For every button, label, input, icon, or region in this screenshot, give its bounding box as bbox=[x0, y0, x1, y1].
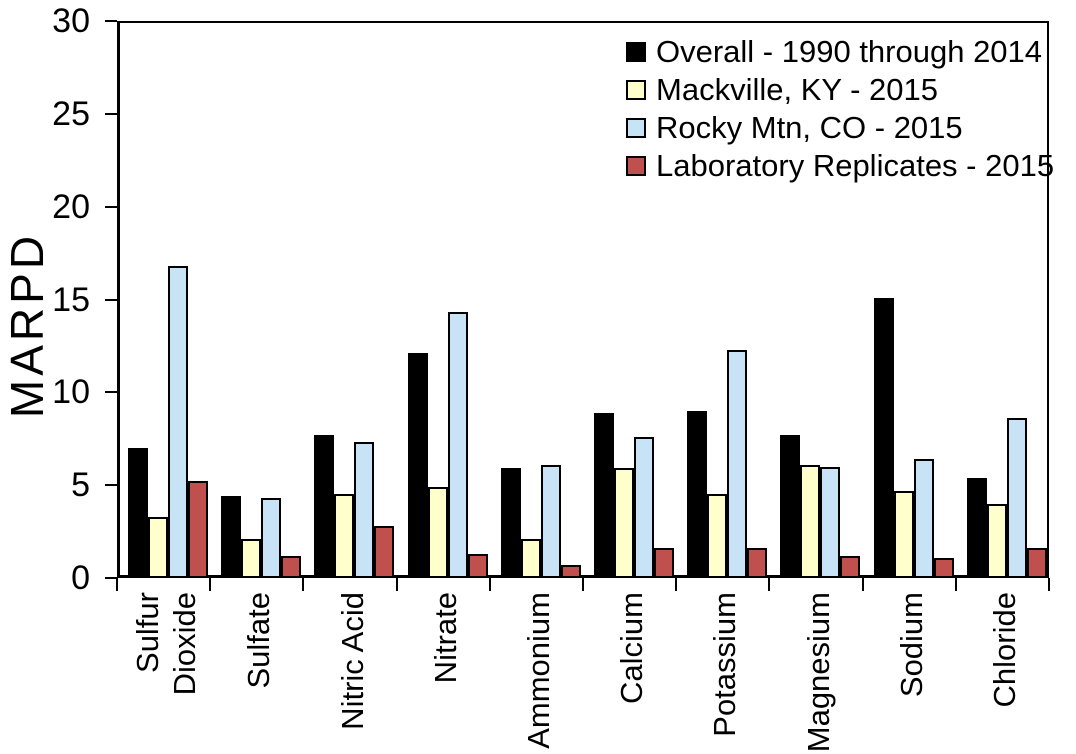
x-tick-mark-6 bbox=[675, 578, 678, 591]
x-tick-mark-1 bbox=[209, 578, 212, 591]
bar-mackville-ky-2015-sulfate bbox=[241, 539, 262, 578]
bar-rocky-mtn-co-2015-chloride bbox=[1006, 418, 1027, 578]
legend-item-mackville-ky-2015: Mackville, KY - 2015 bbox=[626, 71, 1054, 109]
x-tick-mark-10 bbox=[1048, 578, 1050, 591]
x-tick-mark-0 bbox=[116, 578, 118, 591]
bar-overall-1990-through-2014-sodium bbox=[873, 297, 894, 578]
y-tick-mark-25 bbox=[105, 112, 117, 115]
bar-laboratory-replicates-2015-calcium bbox=[654, 548, 674, 578]
legend-label-rocky-mtn-co-2015: Rocky Mtn, CO - 2015 bbox=[656, 110, 963, 145]
legend-swatch-mackville-ky-2015 bbox=[626, 80, 646, 100]
legend-label-overall-1990-through-2014: Overall - 1990 through 2014 bbox=[656, 34, 1043, 69]
bar-laboratory-replicates-2015-chloride bbox=[1026, 548, 1047, 578]
category-label-nitrate: Nitrate bbox=[427, 592, 463, 684]
legend-item-overall-1990-through-2014: Overall - 1990 through 2014 bbox=[626, 33, 1054, 71]
y-tick-mark-15 bbox=[105, 298, 117, 301]
category-label-ammonium: Ammonium bbox=[520, 592, 556, 749]
bar-mackville-ky-2015-ammonium bbox=[520, 539, 541, 578]
y-tick-label-5: 5 bbox=[71, 466, 90, 505]
x-tick-mark-9 bbox=[954, 578, 957, 591]
x-tick-mark-3 bbox=[395, 578, 398, 591]
bar-mackville-ky-2015-nitric-acid bbox=[334, 494, 355, 578]
bar-laboratory-replicates-2015-sulfate bbox=[281, 555, 302, 578]
bar-mackville-ky-2015-nitrate bbox=[427, 487, 448, 578]
y-tick-label-30: 30 bbox=[52, 2, 90, 40]
bar-overall-1990-through-2014-sulfate bbox=[221, 496, 242, 578]
category-label-sulfur-dioxide: Sulfur Dioxide bbox=[129, 592, 202, 696]
legend: Overall - 1990 through 2014 Mackville, KY… bbox=[626, 33, 1054, 185]
bar-overall-1990-through-2014-ammonium bbox=[500, 468, 521, 578]
y-tick-mark-5 bbox=[105, 484, 117, 487]
bar-mackville-ky-2015-chloride bbox=[986, 503, 1007, 578]
bar-mackville-ky-2015-sodium bbox=[893, 490, 914, 578]
bar-rocky-mtn-co-2015-ammonium bbox=[540, 464, 561, 578]
bar-overall-1990-through-2014-sulfur-dioxide bbox=[128, 448, 148, 578]
y-tick-mark-30 bbox=[105, 20, 117, 22]
legend-label-laboratory-replicates-2015: Laboratory Replicates - 2015 bbox=[656, 148, 1055, 183]
category-label-chloride: Chloride bbox=[986, 592, 1022, 708]
bar-overall-1990-through-2014-potassium bbox=[687, 410, 708, 578]
bar-laboratory-replicates-2015-nitrate bbox=[467, 553, 488, 578]
category-label-nitric-acid: Nitric Acid bbox=[334, 592, 370, 730]
bar-laboratory-replicates-2015-sulfur-dioxide bbox=[188, 481, 208, 578]
category-label-magnesium: Magnesium bbox=[800, 592, 836, 753]
bar-overall-1990-through-2014-chloride bbox=[966, 477, 987, 578]
bar-overall-1990-through-2014-nitric-acid bbox=[314, 435, 335, 578]
y-tick-mark-10 bbox=[105, 391, 117, 394]
bar-rocky-mtn-co-2015-sulfate bbox=[261, 498, 282, 578]
legend-swatch-overall-1990-through-2014 bbox=[626, 42, 646, 62]
bar-rocky-mtn-co-2015-calcium bbox=[634, 436, 654, 578]
bar-mackville-ky-2015-sulfur-dioxide bbox=[148, 516, 168, 578]
bar-mackville-ky-2015-potassium bbox=[707, 494, 728, 578]
y-tick-label-15: 15 bbox=[52, 280, 90, 319]
bar-mackville-ky-2015-calcium bbox=[614, 468, 634, 578]
x-tick-mark-2 bbox=[302, 578, 305, 591]
category-label-calcium: Calcium bbox=[614, 592, 650, 704]
bar-rocky-mtn-co-2015-sulfur-dioxide bbox=[168, 266, 188, 578]
legend-swatch-laboratory-replicates-2015 bbox=[626, 156, 646, 176]
y-tick-label-0: 0 bbox=[71, 559, 90, 597]
category-label-potassium: Potassium bbox=[707, 592, 743, 737]
bar-laboratory-replicates-2015-sodium bbox=[933, 557, 954, 578]
category-label-sodium: Sodium bbox=[893, 592, 929, 698]
bar-rocky-mtn-co-2015-potassium bbox=[727, 349, 748, 578]
bar-laboratory-replicates-2015-ammonium bbox=[560, 565, 581, 578]
x-tick-mark-7 bbox=[768, 578, 771, 591]
bar-laboratory-replicates-2015-magnesium bbox=[840, 555, 861, 578]
y-tick-mark-20 bbox=[105, 205, 117, 208]
bar-overall-1990-through-2014-nitrate bbox=[407, 353, 428, 578]
legend-label-mackville-ky-2015: Mackville, KY - 2015 bbox=[656, 72, 938, 107]
category-label-sulfate: Sulfate bbox=[241, 592, 277, 689]
y-tick-label-25: 25 bbox=[52, 94, 90, 133]
x-tick-mark-5 bbox=[582, 578, 584, 591]
bar-overall-1990-through-2014-magnesium bbox=[780, 435, 801, 578]
bar-rocky-mtn-co-2015-sodium bbox=[913, 459, 934, 578]
y-tick-label-10: 10 bbox=[52, 373, 90, 412]
legend-item-laboratory-replicates-2015: Laboratory Replicates - 2015 bbox=[626, 147, 1054, 185]
legend-item-rocky-mtn-co-2015: Rocky Mtn, CO - 2015 bbox=[626, 109, 1054, 147]
bar-mackville-ky-2015-magnesium bbox=[800, 464, 821, 578]
bar-laboratory-replicates-2015-nitric-acid bbox=[374, 526, 395, 578]
bar-rocky-mtn-co-2015-nitrate bbox=[447, 312, 468, 578]
y-tick-label-20: 20 bbox=[52, 187, 90, 226]
x-tick-mark-4 bbox=[488, 578, 491, 591]
y-tick-mark-0 bbox=[105, 577, 117, 579]
x-tick-mark-8 bbox=[861, 578, 864, 591]
plot-area bbox=[117, 21, 1049, 578]
bar-rocky-mtn-co-2015-magnesium bbox=[820, 466, 841, 578]
bar-rocky-mtn-co-2015-nitric-acid bbox=[354, 442, 375, 578]
bar-laboratory-replicates-2015-potassium bbox=[747, 548, 768, 578]
legend-swatch-rocky-mtn-co-2015 bbox=[626, 118, 646, 138]
bar-overall-1990-through-2014-calcium bbox=[594, 412, 614, 578]
